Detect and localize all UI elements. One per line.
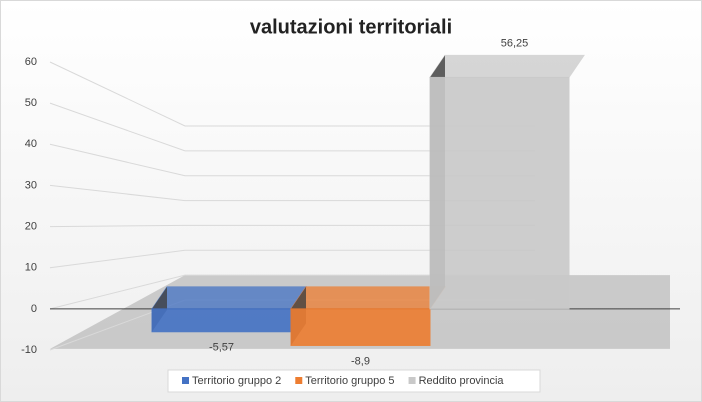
data-label: -5,57 bbox=[209, 342, 234, 354]
bar-group: 56,25 bbox=[429, 37, 585, 310]
y-tick-label: -10 bbox=[21, 344, 37, 356]
legend-swatch bbox=[182, 377, 189, 384]
chart-title: valutazioni territoriali bbox=[250, 16, 452, 38]
legend-label: Territorio gruppo 2 bbox=[192, 375, 281, 387]
grid-line bbox=[49, 224, 535, 228]
grid-line bbox=[49, 102, 535, 152]
legend: Territorio gruppo 2 Territorio gruppo 5 Re… bbox=[167, 369, 541, 393]
grid-line bbox=[49, 61, 535, 127]
y-tick-label: 0 bbox=[31, 303, 37, 315]
legend-box bbox=[167, 369, 541, 393]
bar-group: -5,57 bbox=[151, 286, 307, 354]
y-tick-label: 60 bbox=[25, 56, 37, 68]
legend-label: Reddito provincia bbox=[419, 375, 505, 387]
grid-line bbox=[49, 143, 535, 177]
plot-area: -10 0 10 20 30 40 50 60 -5,57 -8,9 56,25 bbox=[21, 37, 680, 367]
bar-top bbox=[290, 286, 446, 310]
bar-group: -8,9 bbox=[290, 286, 446, 367]
data-label: -8,9 bbox=[351, 355, 370, 367]
bar bbox=[290, 308, 431, 346]
y-tick-label: 10 bbox=[25, 262, 37, 274]
grid-line bbox=[49, 249, 535, 269]
grid-line bbox=[49, 184, 535, 202]
legend-swatch bbox=[408, 377, 416, 384]
bar bbox=[151, 308, 292, 333]
y-tick-label: 20 bbox=[25, 220, 37, 232]
y-tick-label: 40 bbox=[25, 138, 37, 150]
bar-top bbox=[151, 286, 307, 310]
legend-label: Territorio gruppo 5 bbox=[305, 375, 394, 387]
bar bbox=[429, 76, 570, 310]
legend-swatch bbox=[295, 377, 303, 384]
y-tick-label: 30 bbox=[25, 179, 37, 191]
bar-top bbox=[429, 54, 585, 78]
y-tick-label: 50 bbox=[25, 97, 37, 109]
data-label: 56,25 bbox=[501, 37, 529, 49]
grid-line bbox=[49, 274, 535, 310]
